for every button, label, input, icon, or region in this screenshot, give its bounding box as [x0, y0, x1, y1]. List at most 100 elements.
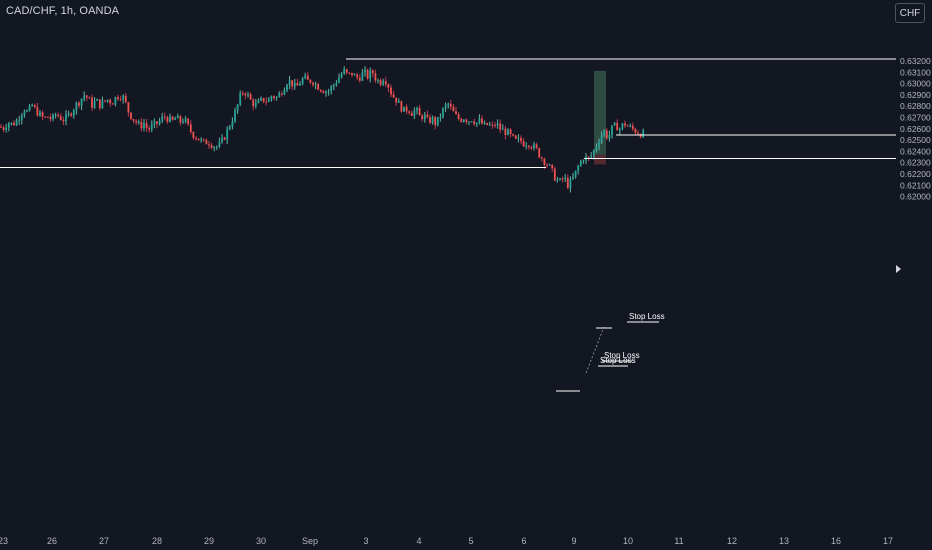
candle [143, 119, 145, 132]
candle [75, 101, 78, 115]
candle [561, 176, 564, 183]
candle [473, 118, 476, 126]
candle [15, 118, 18, 127]
position-profit-zone[interactable] [594, 70, 606, 155]
candle [408, 110, 411, 115]
candle [314, 81, 317, 90]
candle [171, 115, 174, 121]
candle [525, 142, 528, 150]
candle [26, 109, 28, 113]
price-tick-label: 0.62800 [900, 101, 931, 111]
candle [338, 73, 340, 84]
candle [364, 66, 366, 77]
candle [132, 118, 135, 124]
time-axis[interactable]: 23 26 27 28 29 30 Sep 3 4 5 6 9 10 11 12 13 16 17 [0, 536, 893, 546]
candle [616, 119, 619, 131]
candle [59, 113, 62, 121]
candle [41, 110, 44, 121]
candle [569, 176, 572, 193]
candle [351, 72, 353, 78]
candle [603, 129, 606, 138]
candle [166, 115, 169, 124]
candle [530, 145, 533, 151]
long-position-tool[interactable] [594, 70, 606, 165]
candle [592, 149, 595, 160]
stop-loss-text: Stop Loss [629, 312, 665, 321]
candle [395, 97, 398, 107]
candle [460, 117, 463, 123]
symbol-title[interactable]: CAD/CHF, 1h, OANDA [6, 5, 120, 17]
candle [577, 164, 580, 175]
candle [390, 84, 392, 98]
candle [306, 72, 309, 80]
stop-loss-label[interactable]: Stop Loss [627, 312, 665, 323]
candle [244, 91, 247, 100]
stop-loss-label[interactable]: Stop Loss [602, 351, 640, 362]
candle [431, 115, 434, 125]
candle [361, 69, 364, 82]
horizontal-lines[interactable] [0, 58, 896, 392]
candle [270, 95, 273, 102]
candle [400, 100, 403, 113]
stop-loss-label[interactable]: Stop Loss [598, 356, 636, 367]
candle [137, 119, 140, 125]
stop-loss-text: Stop Loss [600, 356, 636, 365]
candle [496, 119, 499, 129]
candle [613, 122, 616, 126]
currency-selector[interactable]: CHF [895, 3, 925, 23]
time-tick-label: 11 [674, 536, 683, 546]
trade-arrow [585, 326, 605, 374]
candle [150, 120, 153, 133]
candle [538, 147, 541, 159]
candle [379, 78, 382, 87]
candle [618, 127, 621, 135]
candle [382, 78, 385, 86]
candle [18, 115, 21, 125]
candle [540, 156, 543, 162]
candle [522, 137, 525, 148]
candle [67, 110, 70, 117]
candle [218, 137, 221, 149]
candle [325, 90, 327, 97]
candle [486, 122, 489, 126]
candle [559, 177, 561, 181]
candle [273, 95, 275, 101]
candle [280, 91, 283, 97]
candle [23, 109, 26, 118]
candle [241, 90, 244, 97]
candle [397, 98, 400, 103]
time-tick-label: 9 [571, 536, 576, 546]
candle [611, 125, 613, 139]
candle [72, 108, 75, 119]
candle [520, 135, 522, 145]
candle [317, 82, 320, 91]
price-tick-label: 0.63100 [900, 67, 931, 77]
candle [340, 72, 343, 79]
candle [637, 130, 639, 135]
candle [148, 125, 151, 133]
candle [639, 133, 642, 139]
candle [434, 115, 437, 130]
candle [405, 104, 408, 115]
price-tick-label: 0.62200 [900, 169, 931, 179]
candle [52, 113, 54, 122]
candle [13, 119, 15, 126]
candle [452, 104, 455, 112]
candle [369, 67, 372, 83]
candle [374, 69, 377, 84]
candle [631, 122, 634, 132]
candle [546, 162, 548, 168]
candle [499, 119, 502, 134]
candle [343, 66, 346, 75]
candle [239, 90, 242, 107]
candle [444, 102, 447, 113]
candle [119, 95, 122, 102]
candle [426, 110, 429, 119]
candle [93, 96, 96, 109]
candle [223, 136, 226, 141]
position-loss-zone[interactable] [594, 154, 606, 165]
candle [54, 112, 57, 119]
